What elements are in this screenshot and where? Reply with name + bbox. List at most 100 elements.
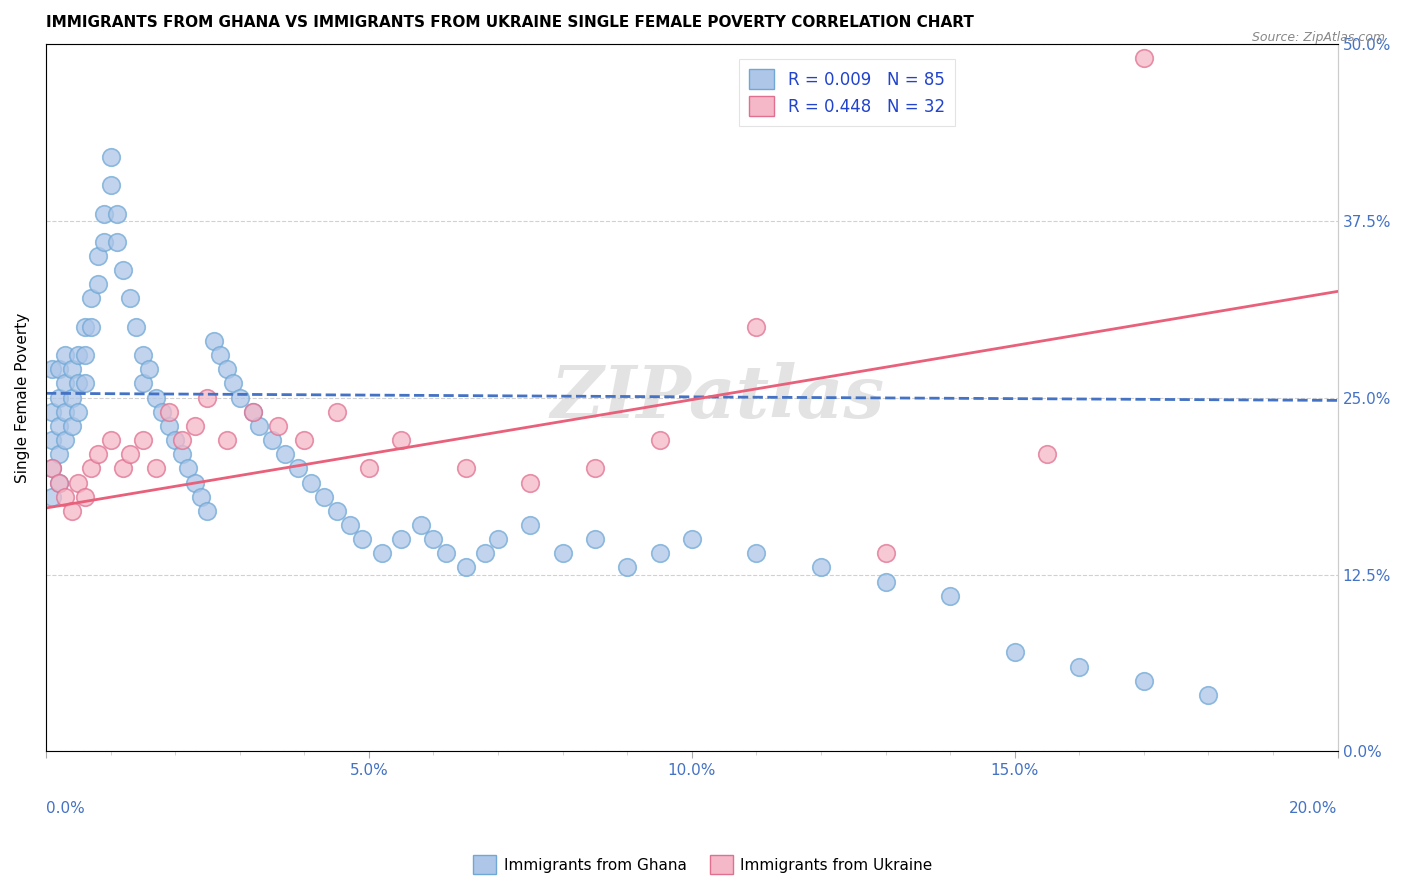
Point [138,362,160,376]
Point [875,574,897,589]
Point [60,391,83,405]
Point [939,589,962,603]
Point [86,249,108,263]
Point [486,532,509,546]
Text: IMMIGRANTS FROM GHANA VS IMMIGRANTS FROM UKRAINE SINGLE FEMALE POVERTY CORRELATI: IMMIGRANTS FROM GHANA VS IMMIGRANTS FROM… [46,15,974,30]
Point [100,433,122,447]
Point [1036,447,1059,461]
Text: ZIPatlas: ZIPatlas [551,362,884,434]
Point [67,475,90,490]
Point [100,178,122,193]
Text: 0.0%: 0.0% [46,801,84,816]
Point [86,277,108,292]
Legend: Immigrants from Ghana, Immigrants from Ukraine: Immigrants from Ghana, Immigrants from U… [467,849,939,880]
Point [53,376,76,391]
Point [80,319,103,334]
Point [551,546,574,560]
Point [242,405,264,419]
Point [389,532,412,546]
Point [125,319,148,334]
Point [519,518,541,533]
Point [100,150,122,164]
Point [312,490,335,504]
Point [41,405,63,419]
Point [745,319,768,334]
Point [53,433,76,447]
Point [48,362,70,376]
Point [209,348,232,362]
Point [292,433,315,447]
Point [1198,688,1220,702]
Point [1133,673,1156,688]
Point [132,433,155,447]
Point [681,532,703,546]
Point [1004,645,1026,659]
Point [242,405,264,419]
Point [287,461,309,475]
Point [648,433,671,447]
Point [454,560,477,574]
Point [228,391,250,405]
Point [118,447,141,461]
Point [73,376,96,391]
Point [73,348,96,362]
Point [875,546,897,560]
Point [48,475,70,490]
Point [616,560,638,574]
Point [132,376,155,391]
Point [48,447,70,461]
Point [60,504,83,518]
Point [53,348,76,362]
Text: 20.0%: 20.0% [1289,801,1337,816]
Point [422,532,444,546]
Point [60,362,83,376]
Point [145,391,167,405]
Point [41,461,63,475]
Point [197,391,219,405]
Point [190,490,212,504]
Point [454,461,477,475]
Point [105,206,128,220]
Point [170,433,193,447]
Point [170,447,193,461]
Point [157,405,180,419]
Point [93,235,115,249]
Point [41,490,63,504]
Point [48,475,70,490]
Point [434,546,457,560]
Point [48,418,70,433]
Point [150,405,173,419]
Point [73,319,96,334]
Point [202,334,225,348]
Point [648,546,671,560]
Point [53,490,76,504]
Point [118,292,141,306]
Point [357,461,380,475]
Point [409,518,432,533]
Point [86,447,108,461]
Point [53,405,76,419]
Point [93,206,115,220]
Point [177,461,200,475]
Point [80,461,103,475]
Point [339,518,361,533]
Point [41,362,63,376]
Point [222,376,245,391]
Point [474,546,496,560]
Point [183,418,205,433]
Point [145,461,167,475]
Point [67,376,90,391]
Point [1069,659,1091,673]
Point [67,405,90,419]
Point [183,475,205,490]
Point [352,532,374,546]
Point [810,560,832,574]
Point [105,235,128,249]
Point [389,433,412,447]
Point [260,433,283,447]
Y-axis label: Single Female Poverty: Single Female Poverty [15,312,30,483]
Point [67,348,90,362]
Point [73,490,96,504]
Point [583,461,606,475]
Point [132,348,155,362]
